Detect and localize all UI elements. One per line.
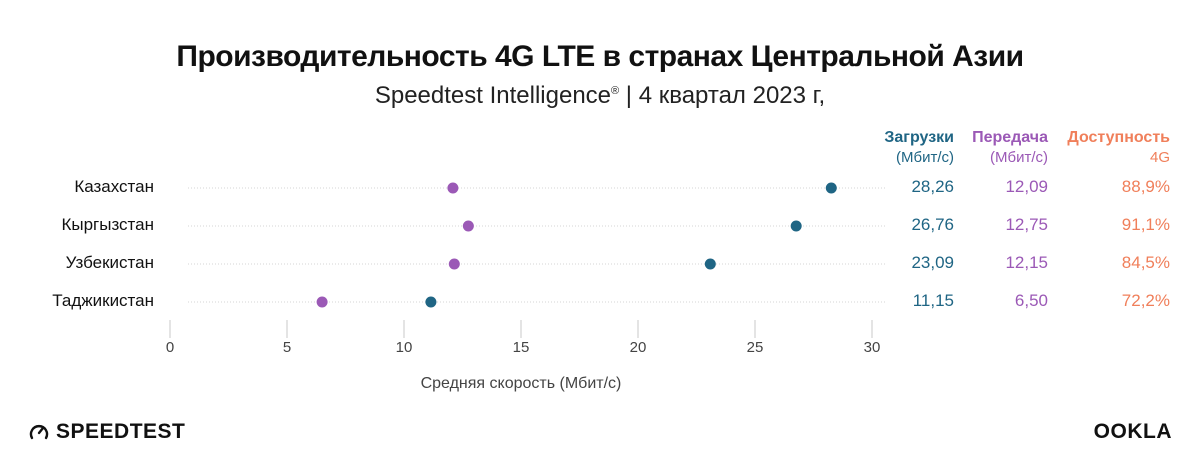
- subtitle-source: Speedtest Intelligence: [374, 82, 612, 109]
- availability-header-unit: 4G: [1149, 149, 1170, 166]
- upload-point: [447, 182, 459, 194]
- upload-point: [462, 220, 474, 232]
- speedtest-logo: SPEEDTEST: [28, 420, 185, 444]
- upload-value: 6,50: [1014, 291, 1048, 310]
- download-value: 26,76: [911, 215, 954, 234]
- download-value: 11,15: [912, 291, 954, 310]
- upload-value: 12,15: [1005, 253, 1048, 272]
- upload-point: [316, 296, 328, 308]
- upload-column-header: Передача (Мбит/с): [950, 128, 1048, 168]
- x-axis-label: Средняя скорость (Мбит/с): [420, 375, 622, 392]
- x-tick-label: 5: [283, 339, 291, 356]
- availability-value: 72,2%: [1121, 291, 1170, 310]
- x-tick-label: 25: [747, 339, 764, 356]
- availability-value: 84,5%: [1121, 253, 1170, 272]
- speedometer-icon: [29, 425, 49, 440]
- download-point: [425, 296, 437, 308]
- upload-value: 12,75: [1005, 215, 1048, 234]
- upload-value: 12,09: [1005, 177, 1048, 196]
- country-label: Узбекистан: [65, 253, 154, 272]
- ookla-logo: OOKLA: [1093, 420, 1172, 443]
- upload-header-label: Передача: [972, 129, 1048, 146]
- download-column-header: Загрузки (Мбит/с): [846, 128, 954, 168]
- download-value: 23,09: [911, 253, 954, 272]
- registered-mark: ®: [611, 85, 620, 97]
- x-tick-label: 20: [630, 339, 647, 356]
- country-label: Кыргызстан: [61, 215, 154, 234]
- download-header-unit: (Мбит/с): [896, 149, 954, 166]
- x-tick-label: 30: [864, 339, 881, 356]
- download-header-label: Загрузки: [884, 129, 954, 146]
- download-point: [704, 258, 716, 270]
- download-value: 28,26: [911, 177, 954, 196]
- upload-point: [448, 258, 460, 270]
- chart-subtitle: Speedtest Intelligence® | 4 квартал 2023…: [0, 82, 1200, 110]
- x-tick-label: 0: [166, 339, 174, 356]
- availability-header-label: Доступность: [1067, 129, 1170, 146]
- subtitle-period: | 4 квартал 2023 г,: [619, 82, 826, 109]
- upload-header-unit: (Мбит/с): [990, 149, 1048, 166]
- x-tick-label: 10: [396, 339, 413, 356]
- country-label: Казахстан: [74, 177, 154, 196]
- availability-value: 88,9%: [1121, 177, 1170, 196]
- download-point: [825, 182, 837, 194]
- availability-value: 91,1%: [1121, 215, 1170, 234]
- download-point: [790, 220, 802, 232]
- x-tick-label: 15: [513, 339, 530, 356]
- country-label: Таджикистан: [52, 291, 154, 310]
- availability-column-header: Доступность 4G: [1040, 128, 1170, 168]
- chart-title: Производительность 4G LTE в странах Цент…: [176, 40, 1024, 73]
- speedtest-wordmark: SPEEDTEST: [56, 420, 186, 443]
